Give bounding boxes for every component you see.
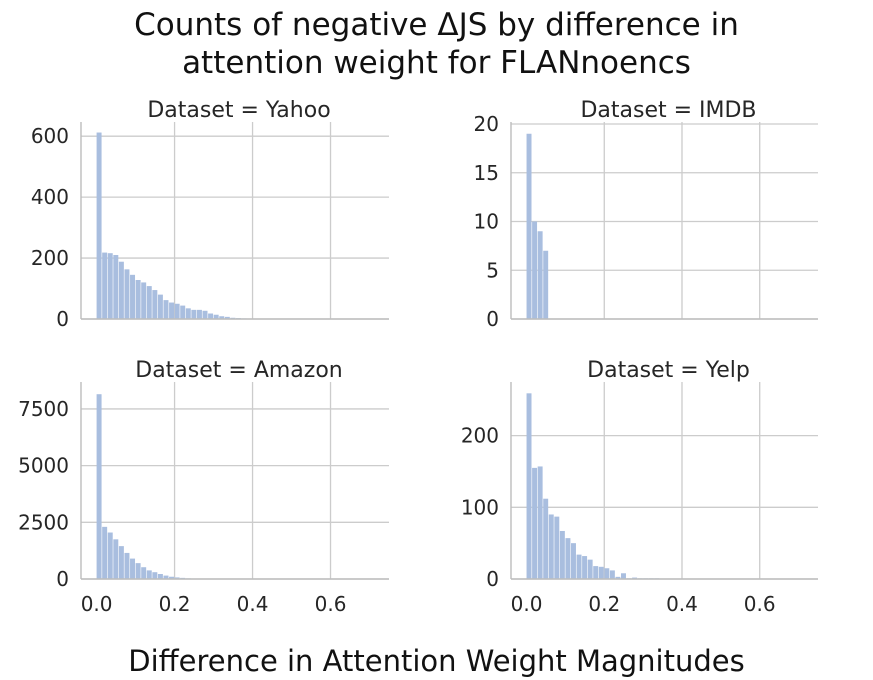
histogram-bar xyxy=(208,313,214,319)
histogram-bar xyxy=(146,570,152,579)
histogram-bar xyxy=(180,305,186,319)
histogram-bar xyxy=(598,566,604,579)
histogram-bar xyxy=(615,576,621,579)
histogram-bar xyxy=(532,221,538,319)
histogram-bar xyxy=(219,316,225,319)
histogram-bar xyxy=(202,310,208,319)
y-tick-label: 10 xyxy=(474,210,499,234)
histogram-bar xyxy=(559,530,565,579)
histogram-bar xyxy=(157,294,163,319)
histogram-bar xyxy=(141,567,147,579)
histogram-bar xyxy=(554,516,560,579)
histogram-bar xyxy=(593,566,599,579)
figure-title-line-2: attention weight for FLANnoencs xyxy=(182,45,691,81)
histogram-bar xyxy=(532,467,538,579)
histogram-bar xyxy=(118,546,124,579)
histogram-bar xyxy=(135,563,141,579)
histogram-bar xyxy=(174,577,180,579)
histogram-bar xyxy=(526,393,532,579)
facet-title: Dataset = Yelp xyxy=(587,358,750,383)
histogram-bar xyxy=(587,559,593,579)
y-tick-label: 0 xyxy=(486,307,499,331)
histogram-bar xyxy=(185,308,191,319)
histogram-bar xyxy=(537,231,543,319)
histogram-bar xyxy=(124,552,130,579)
histogram-bar xyxy=(169,576,175,579)
histogram-bar xyxy=(604,568,610,579)
figure-title: Counts of negative ΔJS by difference in … xyxy=(0,6,873,82)
histogram-bar xyxy=(526,133,532,319)
x-tick-label: 0.0 xyxy=(81,592,113,616)
histogram-bar xyxy=(213,314,219,319)
histogram-bar xyxy=(543,498,549,579)
histogram-bar xyxy=(107,253,113,319)
histogram-bar xyxy=(102,526,108,579)
y-tick-label: 200 xyxy=(461,424,499,448)
histogram-bar xyxy=(152,290,158,319)
y-tick-label: 200 xyxy=(31,246,69,270)
x-tick-label: 0.4 xyxy=(237,592,269,616)
y-tick-label: 0 xyxy=(56,567,69,591)
histogram-bar xyxy=(548,514,554,579)
histogram-bar xyxy=(632,577,638,579)
histogram-bar xyxy=(163,575,169,579)
y-tick-label: 600 xyxy=(31,124,69,148)
facet-title: Dataset = Yahoo xyxy=(147,98,330,123)
facet-panel-4: 0 100 200 0.0 0.2 0.4 0.6 Dataset = Yelp xyxy=(461,358,818,616)
figure-title-line-1: Counts of negative ΔJS by difference in xyxy=(134,7,739,43)
histogram-bar xyxy=(571,543,576,579)
histogram-bar xyxy=(576,554,582,579)
y-tick-label: 20 xyxy=(474,112,499,136)
histogram-bar xyxy=(124,269,130,319)
y-tick-label: 7500 xyxy=(18,397,69,421)
histogram-bar xyxy=(174,303,180,319)
facet-title: Dataset = Amazon xyxy=(135,358,343,383)
y-tick-label: 15 xyxy=(474,161,499,185)
histogram-bar xyxy=(141,282,147,319)
histogram-bar xyxy=(152,572,158,579)
histogram-bar xyxy=(96,394,102,579)
histogram-bar xyxy=(130,558,136,579)
facet-title: Dataset = IMDB xyxy=(580,98,756,123)
histogram-bar xyxy=(157,574,163,579)
y-tick-label: 5000 xyxy=(18,454,69,478)
histogram-bar xyxy=(191,309,197,319)
x-tick-label: 0.6 xyxy=(315,592,347,616)
histogram-bar xyxy=(113,255,119,319)
histogram-bar xyxy=(146,286,152,319)
histogram-bar xyxy=(135,280,141,319)
histogram-bar xyxy=(196,309,202,319)
y-tick-label: 400 xyxy=(31,185,69,209)
x-axis-label: Difference in Attention Weight Magnitude… xyxy=(128,644,745,678)
facet-panel-1: 0 200 400 600 Dataset = Yahoo xyxy=(31,98,389,331)
y-tick-label: 100 xyxy=(461,495,499,519)
x-tick-label: 0.6 xyxy=(744,592,776,616)
histogram-bar xyxy=(102,252,108,319)
facet-panel-3: 0 2500 5000 7500 0.0 0.2 0.4 0.6 Dataset = Amazo… xyxy=(18,358,389,616)
histogram-bar xyxy=(224,316,230,319)
x-tick-label: 0.4 xyxy=(666,592,698,616)
y-tick-label: 0 xyxy=(486,567,499,591)
histogram-bar xyxy=(130,274,136,319)
histogram-bar xyxy=(609,570,615,579)
histogram-bar xyxy=(565,538,571,579)
x-tick-label: 0.2 xyxy=(588,592,620,616)
histogram-bar xyxy=(582,556,588,579)
y-tick-label: 0 xyxy=(56,307,69,331)
y-tick-label: 2500 xyxy=(18,510,69,534)
histogram-bar xyxy=(113,539,119,579)
histogram-bar xyxy=(169,302,175,319)
histogram-bar xyxy=(96,132,102,319)
y-tick-label: 5 xyxy=(486,258,499,282)
histogram-bar xyxy=(621,573,626,579)
x-tick-label: 0.0 xyxy=(511,592,543,616)
facet-panel-2: 0 5 10 15 20 Dataset = IMDB xyxy=(474,98,818,331)
x-tick-label: 0.2 xyxy=(159,592,191,616)
histogram-bar xyxy=(107,532,113,579)
histogram-bar xyxy=(537,466,543,579)
histogram-bar xyxy=(118,261,124,319)
histogram-bar xyxy=(163,300,169,319)
histogram-bar xyxy=(543,250,549,319)
